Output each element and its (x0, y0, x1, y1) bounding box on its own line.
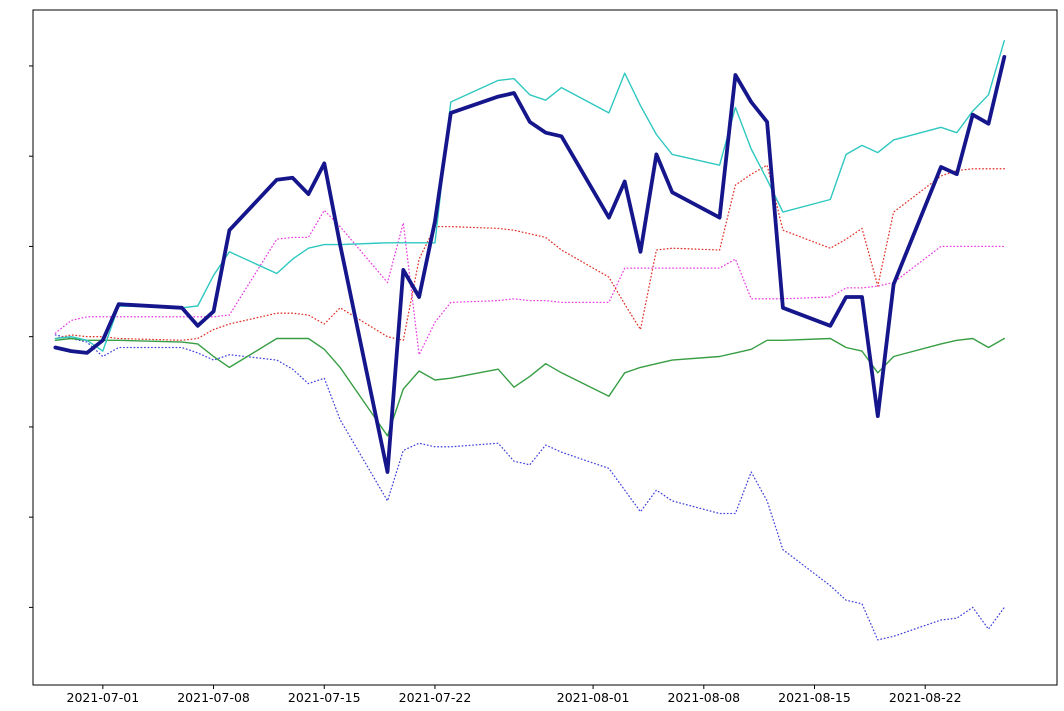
x-axis-tick-label: 2021-08-08 (667, 690, 740, 705)
x-axis-tick-label: 2021-08-15 (778, 690, 851, 705)
x-axis-tick-label: 2021-07-01 (67, 690, 140, 705)
bold-navy-solid-line (53, 55, 1007, 474)
plot-frame (32, 9, 1058, 686)
x-axis-tick-label: 2021-07-08 (177, 690, 250, 705)
magenta-dotted-line (54, 209, 1005, 356)
green-solid-line (54, 337, 1005, 437)
x-axis-tick-label: 2021-08-01 (557, 690, 630, 705)
cyan-solid-line (54, 40, 1005, 352)
x-axis-tick-label: 2021-07-22 (399, 690, 472, 705)
red-dotted-line (54, 164, 1005, 341)
blue-dotted-line (54, 334, 1005, 641)
x-axis-tick-label: 2021-08-22 (889, 690, 962, 705)
x-axis-tick-label: 2021-07-15 (288, 690, 361, 705)
